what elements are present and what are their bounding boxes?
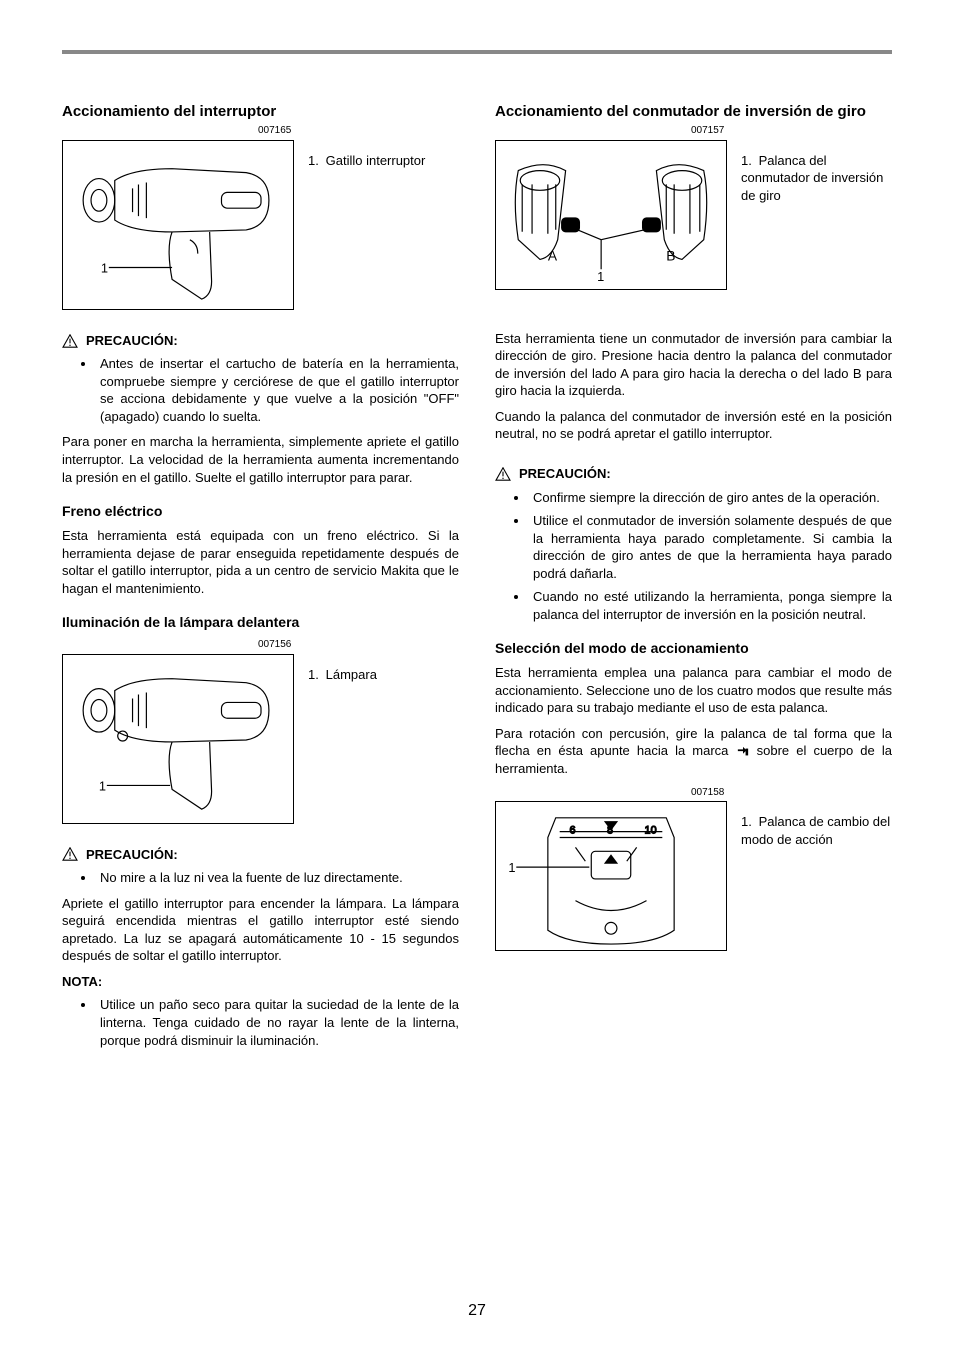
- paragraph: Para rotación con percusión, gire la pal…: [495, 725, 892, 778]
- bullet-item: Antes de insertar el cartucho de batería…: [96, 355, 459, 425]
- left-column: Accionamiento del interruptor 007165: [62, 102, 459, 1057]
- figure-ref: 007165: [62, 124, 459, 138]
- figure-caption: 1. Gatillo interruptor: [308, 140, 459, 170]
- figure-row: A B 1 1. Palanca del conmutador de inver…: [495, 140, 892, 290]
- paragraph: Apriete el gatillo interruptor para ence…: [62, 895, 459, 965]
- bullet-item: Cuando no esté utilizando la herramienta…: [529, 588, 892, 623]
- header-rule: [62, 50, 892, 54]
- drill-illustration: 1: [63, 141, 293, 309]
- mode-lever-illustration: 6 8 10 1: [496, 802, 726, 950]
- section-heading: Iluminación de la lámpara delantera: [62, 613, 459, 632]
- page-number: 27: [0, 1300, 954, 1322]
- label-b: B: [666, 247, 675, 263]
- section-heading: Selección del modo de accionamiento: [495, 639, 892, 658]
- label-a: A: [548, 247, 558, 263]
- label-1: 1: [597, 269, 604, 284]
- warning-icon: [62, 334, 78, 348]
- figure-trigger-switch: 1: [62, 140, 294, 310]
- warning-icon: [495, 467, 511, 481]
- section-heading: Accionamiento del interruptor: [62, 102, 459, 122]
- figure-caption: 1. Palanca del conmutador de inversión d…: [741, 140, 892, 205]
- figure-caption: 1. Palanca de cambio del modo de acción: [741, 801, 892, 848]
- svg-text:6: 6: [570, 825, 576, 837]
- caption-text: Palanca del conmutador de inversión de g…: [741, 153, 883, 203]
- section-heading: Freno eléctrico: [62, 502, 459, 521]
- paragraph: Esta herramienta tiene un conmutador de …: [495, 330, 892, 400]
- caption-text: Lámpara: [326, 667, 377, 682]
- precaucion-row: PRECAUCIÓN:: [495, 465, 892, 483]
- figure-row: 1 1. Gatillo interruptor: [62, 140, 459, 310]
- paragraph: Esta herramienta está equipada con un fr…: [62, 527, 459, 597]
- columns: Accionamiento del interruptor 007165: [62, 102, 892, 1057]
- precaucion-row: PRECAUCIÓN:: [62, 332, 459, 350]
- nota-label: NOTA:: [62, 973, 459, 991]
- drill-illustration-lamp: 1: [63, 655, 293, 823]
- precaucion-label: PRECAUCIÓN:: [86, 846, 178, 864]
- precaucion-bullets: No mire a la luz ni vea la fuente de luz…: [62, 869, 459, 887]
- right-column: Accionamiento del conmutador de inversió…: [495, 102, 892, 1057]
- precaucion-row: PRECAUCIÓN:: [62, 846, 459, 864]
- paragraph: Para poner en marcha la herramienta, sim…: [62, 433, 459, 486]
- figure-ref: 007157: [495, 124, 892, 138]
- caption-number: 1.: [308, 152, 322, 170]
- svg-text:1: 1: [99, 778, 106, 793]
- hammer-icon: [736, 746, 750, 758]
- caption-number: 1.: [741, 813, 755, 831]
- label-1: 1: [508, 860, 515, 875]
- bullet-item: Utilice el conmutador de inversión solam…: [529, 512, 892, 582]
- precaucion-label: PRECAUCIÓN:: [86, 332, 178, 350]
- precaucion-bullets: Antes de insertar el cartucho de batería…: [62, 355, 459, 425]
- caption-text: Gatillo interruptor: [326, 153, 426, 168]
- paragraph: Esta herramienta emplea una palanca para…: [495, 664, 892, 717]
- figure-mode-lever: 6 8 10 1: [495, 801, 727, 951]
- caption-number: 1.: [308, 666, 322, 684]
- figure-ref: 007158: [495, 786, 892, 800]
- page: Accionamiento del interruptor 007165: [0, 0, 954, 1352]
- caption-number: 1.: [741, 152, 755, 170]
- figure-reverse-switch: A B 1: [495, 140, 727, 290]
- precaucion-label: PRECAUCIÓN:: [519, 465, 611, 483]
- svg-text:1: 1: [101, 260, 108, 275]
- bullet-item: Confirme siempre la dirección de giro an…: [529, 489, 892, 507]
- figure-caption: 1. Lámpara: [308, 654, 459, 684]
- section-heading: Accionamiento del conmutador de inversió…: [495, 102, 892, 122]
- figure-row: 1 1. Lámpara: [62, 654, 459, 824]
- caption-text: Palanca de cambio del modo de acción: [741, 814, 890, 847]
- figure-ref: 007156: [62, 638, 459, 652]
- paragraph: Cuando la palanca del conmutador de inve…: [495, 408, 892, 443]
- bullet-item: No mire a la luz ni vea la fuente de luz…: [96, 869, 459, 887]
- figure-lamp: 1: [62, 654, 294, 824]
- nota-bullets: Utilice un paño seco para quitar la suci…: [62, 996, 459, 1049]
- bullet-item: Utilice un paño seco para quitar la suci…: [96, 996, 459, 1049]
- warning-icon: [62, 847, 78, 861]
- svg-text:10: 10: [645, 825, 657, 837]
- precaucion-bullets: Confirme siempre la dirección de giro an…: [495, 489, 892, 624]
- reverse-switch-illustration: A B 1: [496, 141, 726, 289]
- figure-row: 6 8 10 1: [495, 801, 892, 951]
